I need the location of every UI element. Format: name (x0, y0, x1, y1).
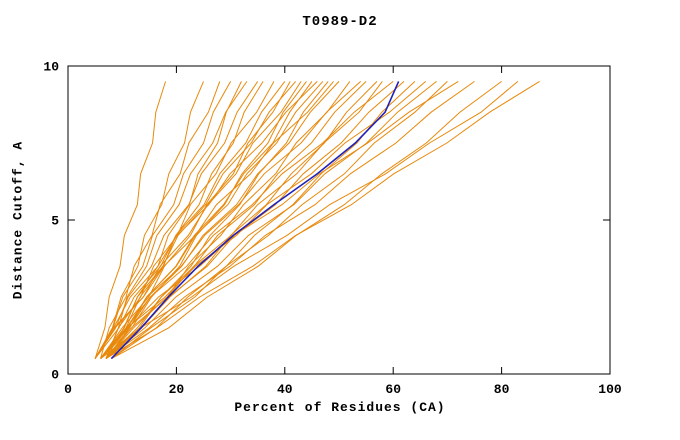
model-curve (100, 81, 362, 359)
model-curve (105, 81, 351, 359)
model-curve (100, 81, 394, 359)
y-tick-label: 5 (51, 214, 59, 229)
x-tick-label: 100 (598, 382, 622, 397)
x-tick-label: 20 (169, 382, 185, 397)
y-tick-label: 10 (43, 60, 59, 75)
y-tick-label: 0 (51, 368, 59, 383)
model-curve (94, 81, 334, 359)
model-curve (105, 80, 540, 360)
model-curve (105, 81, 383, 359)
model-curve (100, 81, 519, 359)
model-curve (100, 81, 340, 359)
model-curve (105, 81, 248, 359)
model-curve (100, 81, 307, 359)
model-curve (105, 81, 437, 359)
x-tick-label: 80 (494, 382, 510, 397)
highlight-curve (110, 81, 400, 360)
model-curve (111, 81, 448, 359)
x-tick-label: 40 (277, 382, 293, 397)
model-curve (94, 81, 167, 359)
model-curve (111, 80, 502, 360)
model-curve (100, 80, 459, 359)
x-tick-label: 0 (64, 382, 72, 397)
model-curve (105, 81, 297, 359)
model-curve (94, 81, 232, 359)
model-curve (94, 81, 286, 359)
model-curve (105, 80, 475, 360)
model-curve (100, 81, 264, 359)
model-curve (94, 81, 318, 359)
model-curve (94, 81, 204, 359)
model-curve (100, 81, 221, 359)
model-curve (100, 81, 378, 360)
x-axis-label: Percent of Residues (CA) (234, 400, 446, 415)
x-tick-label: 60 (385, 382, 401, 397)
model-curve (100, 81, 427, 359)
chart-title: T0989-D2 (302, 14, 378, 30)
